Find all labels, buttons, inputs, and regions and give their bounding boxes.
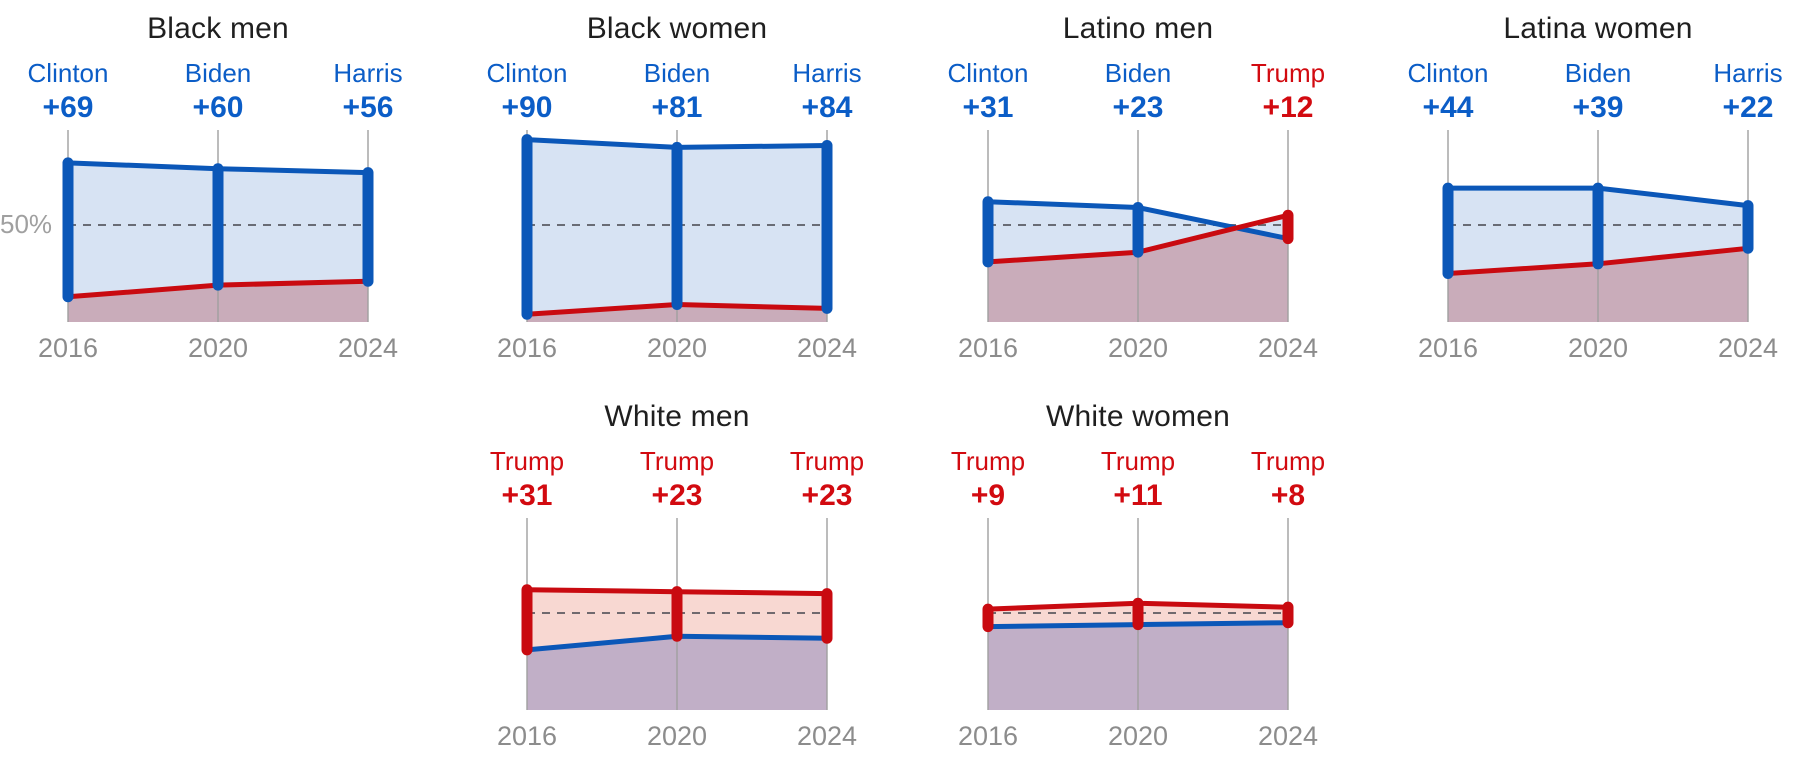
margin-label: +23 <box>801 479 853 512</box>
margin-label: +8 <box>1270 479 1306 512</box>
margin-label: +31 <box>962 91 1014 124</box>
candidate-label: Harris <box>1713 58 1783 88</box>
chart-svg <box>521 518 833 710</box>
candidate-label: Biden <box>1564 58 1632 88</box>
panel-title: Black men <box>147 12 289 45</box>
fifty-percent-axis-label: 50% <box>0 209 53 239</box>
year-label: 2016 <box>496 721 558 751</box>
panel-latina-women: Latina women Clinton +44 Biden +39 Harris +22 2… <box>1408 0 1783 368</box>
margin-label: +90 <box>501 91 553 124</box>
candidate-label: Trump <box>950 446 1026 476</box>
year-label: 2024 <box>796 721 858 751</box>
candidate-label: Biden <box>1104 58 1172 88</box>
candidate-label: Trump <box>1250 58 1326 88</box>
panel-black-men: Black men Clinton +69 Biden +60 Harris +56 2016… <box>28 0 403 368</box>
year-label: 2016 <box>1417 333 1479 363</box>
margin-label: +44 <box>1422 91 1474 124</box>
candidate-label: Biden <box>184 58 252 88</box>
margin-label: +84 <box>801 91 853 124</box>
candidate-label: Trump <box>789 446 865 476</box>
margin-label: +60 <box>192 91 244 124</box>
year-label: 2020 <box>646 333 708 363</box>
chart-svg <box>1442 130 1754 322</box>
year-label: 2016 <box>957 721 1019 751</box>
panel-white-women: White women Trump +9 Trump +11 Trump +8 2016 202… <box>951 388 1325 756</box>
candidate-label: Clinton <box>947 58 1029 88</box>
margin-label: +22 <box>1722 91 1774 124</box>
margin-label: +12 <box>1262 91 1314 124</box>
chart-svg <box>982 518 1294 710</box>
candidate-label: Clinton <box>27 58 109 88</box>
margin-label: +56 <box>342 91 394 124</box>
panel-title: Latino men <box>1062 12 1214 45</box>
year-label: 2020 <box>1107 721 1169 751</box>
candidate-label: Clinton <box>1407 58 1489 88</box>
candidate-label: Harris <box>792 58 862 88</box>
margin-label: +11 <box>1113 479 1163 512</box>
year-label: 2020 <box>187 333 249 363</box>
chart-svg <box>62 130 374 322</box>
year-label: 2020 <box>1567 333 1629 363</box>
year-label: 2024 <box>796 333 858 363</box>
candidate-label: Clinton <box>486 58 568 88</box>
year-label: 2024 <box>337 333 399 363</box>
candidate-label: Biden <box>643 58 711 88</box>
year-label: 2024 <box>1257 333 1319 363</box>
panel-black-women: Black women Clinton +90 Biden +81 Harris +84 20… <box>487 0 862 368</box>
panel-title: White men <box>604 400 750 433</box>
chart-svg <box>982 130 1294 322</box>
panel-title: Latina women <box>1503 12 1693 45</box>
margin-label: +39 <box>1572 91 1624 124</box>
candidate-label: Trump <box>639 446 715 476</box>
year-label: 2016 <box>957 333 1019 363</box>
year-label: 2016 <box>496 333 558 363</box>
candidate-label: Trump <box>489 446 565 476</box>
year-label: 2020 <box>1107 333 1169 363</box>
candidate-label: Trump <box>1250 446 1326 476</box>
margin-label: +9 <box>970 479 1006 512</box>
panel-white-men: White men Trump +31 Trump +23 Trump +23 2016 202… <box>490 388 864 756</box>
candidate-label: Harris <box>333 58 403 88</box>
year-label: 2016 <box>37 333 99 363</box>
panel-title: White women <box>1046 400 1230 433</box>
margin-label: +23 <box>1112 91 1164 124</box>
year-label: 2020 <box>646 721 708 751</box>
year-label: 2024 <box>1717 333 1779 363</box>
margin-label: +31 <box>501 479 553 512</box>
margin-label: +23 <box>651 479 703 512</box>
year-label: 2024 <box>1257 721 1319 751</box>
panel-title: Black women <box>586 12 768 45</box>
candidate-label: Trump <box>1100 446 1176 476</box>
panel-latino-men: Latino men Clinton +31 Biden +23 Trump +12 2016… <box>948 0 1326 368</box>
margin-label: +81 <box>651 91 703 124</box>
margin-label: +69 <box>42 91 94 124</box>
chart-svg <box>521 130 833 322</box>
